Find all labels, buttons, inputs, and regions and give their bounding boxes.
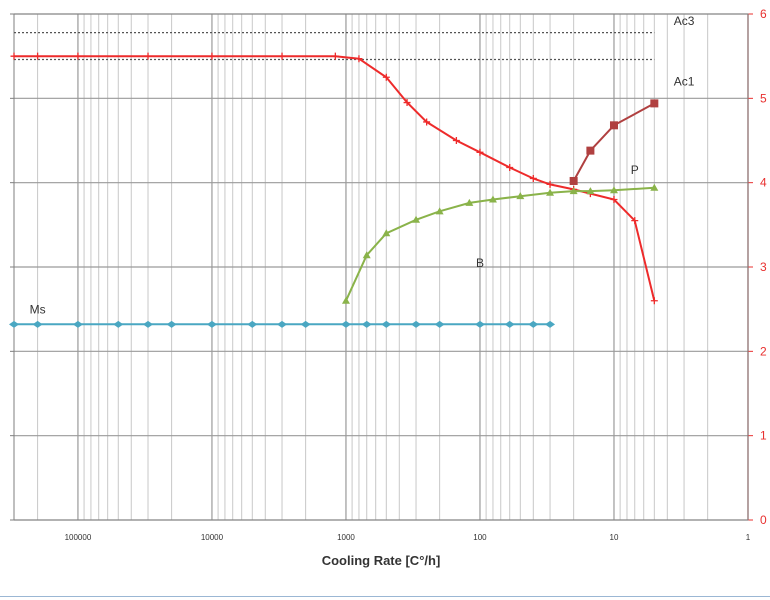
annotation-ms: Ms	[30, 302, 46, 316]
data-point-marker	[609, 186, 618, 194]
annotation-ac3: Ac3	[674, 14, 695, 28]
data-point-marker	[411, 320, 422, 328]
data-point-marker	[362, 251, 371, 259]
series-p-group	[569, 99, 659, 185]
x-tick-label: 1	[746, 533, 751, 542]
grid-lines	[10, 13, 753, 521]
data-point-marker	[546, 180, 554, 188]
data-point-marker	[586, 187, 595, 195]
data-point-marker	[206, 320, 217, 328]
annotation-p: P	[631, 163, 639, 177]
data-point-marker	[72, 320, 83, 328]
data-point-marker	[208, 52, 216, 60]
annotations: Ac3 Ac1 P B Ms	[30, 14, 695, 316]
series-transformation-start-group	[10, 52, 658, 305]
y-right-tick-label: 1	[760, 429, 767, 443]
annotation-b: B	[476, 256, 484, 270]
annotation-ac1: Ac1	[674, 75, 695, 89]
y-right-tick-label: 5	[760, 91, 767, 105]
data-point-marker	[474, 320, 485, 328]
data-point-marker	[34, 52, 42, 60]
data-point-marker	[488, 195, 497, 203]
data-point-marker	[476, 148, 484, 156]
plot-frame	[13, 13, 749, 521]
y-right-tick-labels: 0 1 2 3 4 5 6	[760, 7, 767, 527]
data-point-marker	[465, 198, 474, 206]
data-point-marker	[610, 196, 618, 204]
data-point-marker	[278, 52, 286, 60]
data-point-marker	[9, 320, 19, 328]
data-point-marker	[113, 320, 124, 328]
data-point-marker	[423, 118, 431, 126]
x-tick-label: 100	[473, 533, 487, 542]
y-right-tick-label: 3	[760, 260, 767, 274]
data-point-marker	[631, 217, 639, 225]
data-point-marker	[504, 320, 515, 328]
data-point-marker	[650, 183, 659, 191]
data-point-marker	[382, 73, 390, 81]
data-point-marker	[10, 52, 18, 60]
data-point-marker	[545, 320, 556, 328]
series-line	[14, 55, 656, 301]
x-tick-labels: 100000 10000 1000 100 10 1	[65, 533, 751, 542]
y-right-tick-label: 4	[760, 176, 767, 190]
y-right-tick-label: 6	[760, 7, 767, 21]
data-point-marker	[516, 192, 525, 200]
data-point-marker	[650, 297, 658, 305]
x-tick-label: 10	[610, 533, 619, 542]
data-point-marker	[586, 146, 595, 155]
data-point-marker	[361, 320, 372, 328]
series-line	[345, 186, 655, 302]
y-right-tick-label: 2	[760, 344, 767, 358]
data-point-marker	[506, 163, 514, 171]
series-line	[572, 102, 655, 182]
data-point-marker	[331, 52, 339, 60]
data-point-marker	[650, 99, 659, 108]
data-point-marker	[609, 121, 618, 130]
data-point-marker	[143, 320, 154, 328]
data-point-marker	[382, 229, 391, 237]
series-ms-group	[9, 320, 556, 328]
data-point-marker	[403, 99, 411, 107]
data-point-marker	[569, 176, 578, 185]
data-point-marker	[341, 296, 350, 304]
x-tick-label: 1000	[337, 533, 355, 542]
data-point-marker	[340, 320, 351, 328]
series-b-group	[341, 183, 659, 304]
data-point-marker	[74, 52, 82, 60]
data-point-marker	[247, 320, 258, 328]
data-point-marker	[277, 320, 288, 328]
data-point-marker	[528, 320, 539, 328]
y-right-tick-label: 0	[760, 513, 767, 527]
x-axis-label: Cooling Rate [C°/h]	[322, 553, 441, 568]
data-point-marker	[569, 187, 578, 195]
data-point-marker	[144, 52, 152, 60]
data-point-marker	[434, 320, 445, 328]
data-point-marker	[355, 55, 363, 63]
series-layer	[9, 31, 659, 328]
data-point-marker	[435, 207, 444, 215]
data-point-marker	[166, 320, 177, 328]
data-point-marker	[300, 320, 311, 328]
data-point-marker	[529, 174, 537, 182]
data-point-marker	[452, 137, 460, 144]
bottom-strip	[0, 597, 770, 600]
data-point-marker	[546, 188, 555, 196]
data-point-marker	[412, 215, 421, 223]
x-tick-label: 10000	[201, 533, 224, 542]
data-point-marker	[32, 320, 43, 328]
data-point-marker	[381, 320, 392, 328]
x-tick-label: 100000	[65, 533, 92, 542]
